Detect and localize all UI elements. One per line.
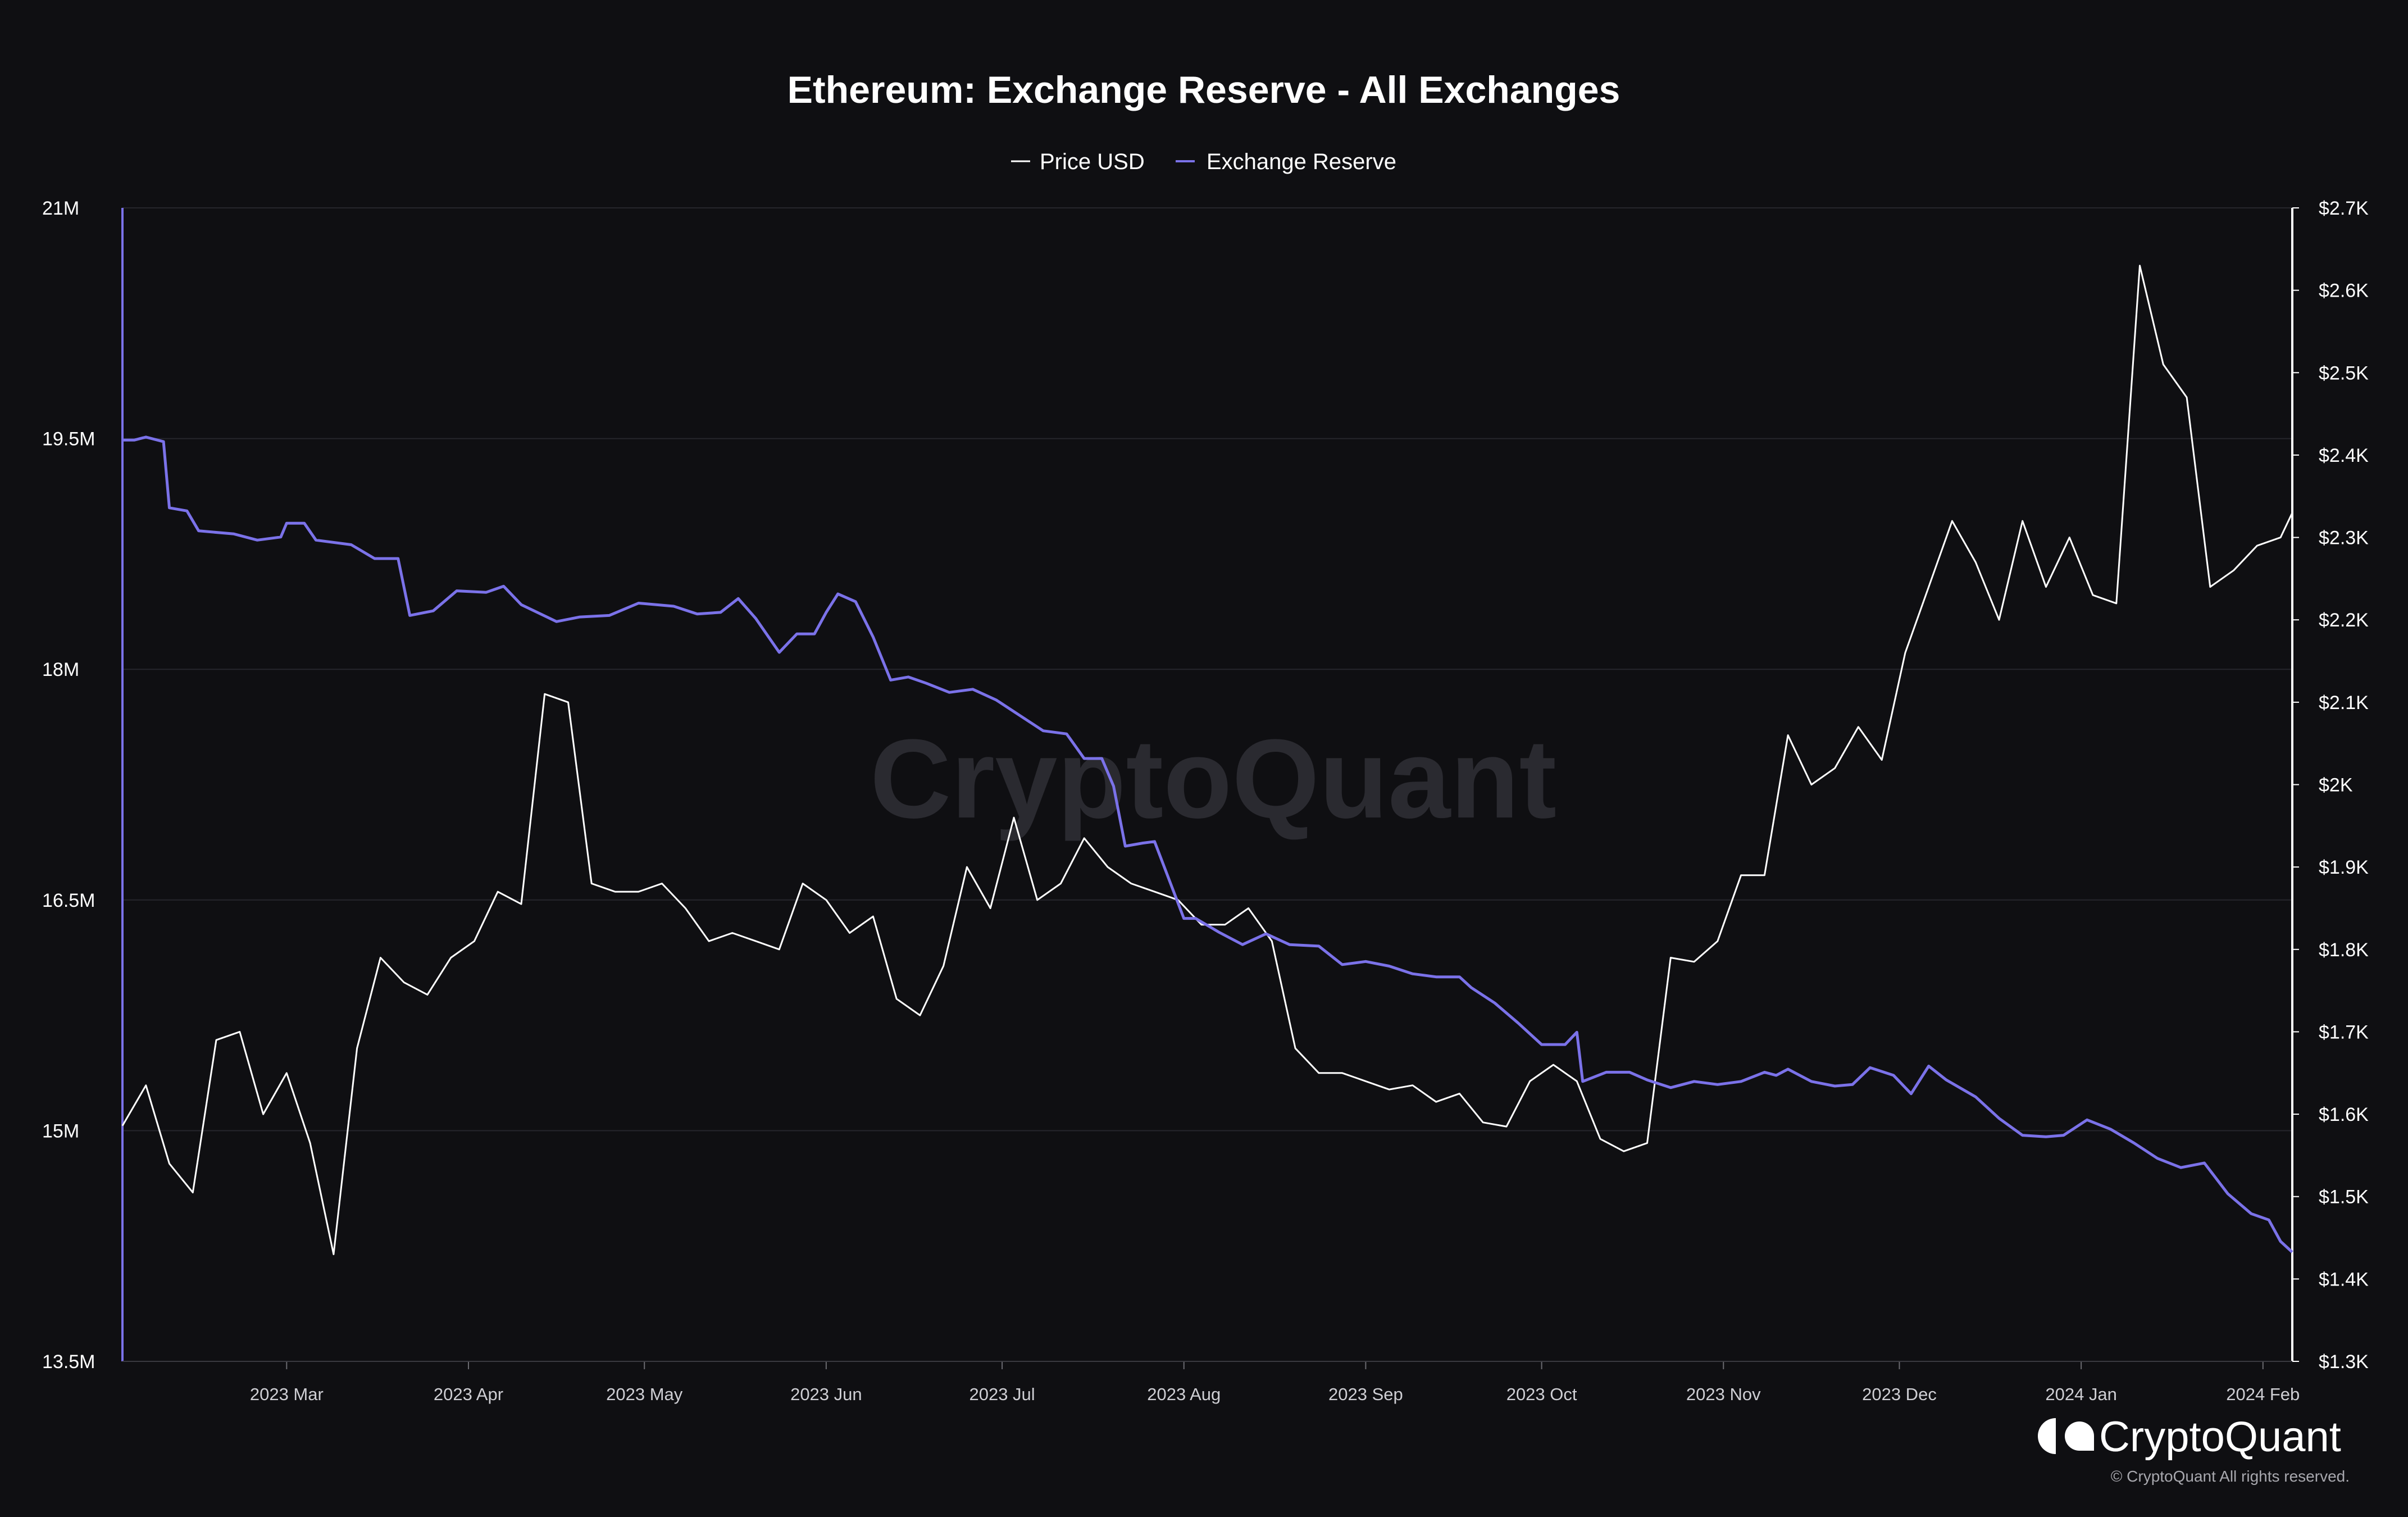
right-tick-label: $2.2K bbox=[2319, 610, 2369, 631]
series-line-exchange-reserve bbox=[122, 435, 2293, 1253]
left-tick-label: 16.5M bbox=[42, 890, 95, 911]
left-tick-label: 15M bbox=[42, 1120, 79, 1142]
right-tick-label: $2.4K bbox=[2319, 445, 2369, 466]
right-tick-label: $1.3K bbox=[2319, 1351, 2369, 1373]
left-tick-label: 18M bbox=[42, 659, 79, 680]
left-tick-label: 13.5M bbox=[42, 1351, 95, 1373]
watermark: CryptoQuant bbox=[870, 716, 1556, 842]
right-axis: $2.7K $2.6K $2.5K $2.4K $2.3K $2.2K $2.1K $2K $1… bbox=[2292, 198, 2369, 1373]
right-tick-label: $1.6K bbox=[2319, 1104, 2369, 1125]
right-tick-label: $2.6K bbox=[2319, 280, 2369, 302]
left-axis: 21M 19.5M 18M 16.5M 15M 13.5M bbox=[42, 198, 95, 1373]
x-tick-label: 2023 Oct bbox=[1506, 1384, 1577, 1404]
right-tick-label: $2.1K bbox=[2319, 692, 2369, 714]
x-tick-label: 2024 Feb bbox=[2226, 1384, 2300, 1404]
legend-label-reserve: Exchange Reserve bbox=[1207, 149, 1396, 174]
x-tick-label: 2023 Aug bbox=[1147, 1384, 1221, 1404]
brand-name: CryptoQuant bbox=[2099, 1413, 2341, 1461]
x-tick-label: 2023 Apr bbox=[434, 1384, 503, 1404]
x-tick-label: 2023 Jul bbox=[969, 1384, 1035, 1404]
copyright-text: © CryptoQuant All rights reserved. bbox=[2111, 1468, 2350, 1485]
left-tick-label: 19.5M bbox=[42, 429, 95, 450]
right-tick-label: $1.9K bbox=[2319, 857, 2369, 878]
right-tick-label: $1.4K bbox=[2319, 1269, 2369, 1290]
right-tick-label: $2K bbox=[2319, 775, 2353, 796]
right-tick-label: $1.7K bbox=[2319, 1021, 2369, 1043]
right-tick-label: $1.5K bbox=[2319, 1187, 2369, 1208]
x-tick-label: 2023 Dec bbox=[1862, 1384, 1937, 1404]
series-line-price-usd bbox=[121, 265, 2293, 1255]
legend-label-price: Price USD bbox=[1040, 149, 1145, 174]
legend-item-reserve[interactable]: Exchange Reserve bbox=[1176, 149, 1396, 174]
right-tick-label: $1.8K bbox=[2319, 939, 2369, 961]
legend[interactable]: Price USD Exchange Reserve bbox=[1011, 149, 1396, 174]
x-axis: 2023 Mar 2023 Apr 2023 May 2023 Jun 2023 Jul… bbox=[250, 1361, 2300, 1404]
left-tick-label: 21M bbox=[42, 198, 79, 219]
x-tick-label: 2023 Sep bbox=[1328, 1384, 1403, 1404]
right-tick-label: $2.7K bbox=[2319, 198, 2369, 219]
cryptoquant-logo-icon bbox=[2038, 1418, 2094, 1454]
right-tick-label: $2.3K bbox=[2319, 528, 2369, 549]
x-tick-label: 2024 Jan bbox=[2045, 1384, 2117, 1404]
brand-logo: CryptoQuant bbox=[2038, 1413, 2341, 1461]
legend-item-price[interactable]: Price USD bbox=[1011, 149, 1145, 174]
x-tick-label: 2023 May bbox=[606, 1384, 683, 1404]
x-tick-label: 2023 Jun bbox=[790, 1384, 862, 1404]
chart-title: Ethereum: Exchange Reserve - All Exchang… bbox=[788, 69, 1620, 111]
grid bbox=[122, 207, 2292, 1132]
right-tick-label: $2.5K bbox=[2319, 362, 2369, 384]
x-tick-label: 2023 Nov bbox=[1686, 1384, 1761, 1404]
x-tick-label: 2023 Mar bbox=[250, 1384, 324, 1404]
